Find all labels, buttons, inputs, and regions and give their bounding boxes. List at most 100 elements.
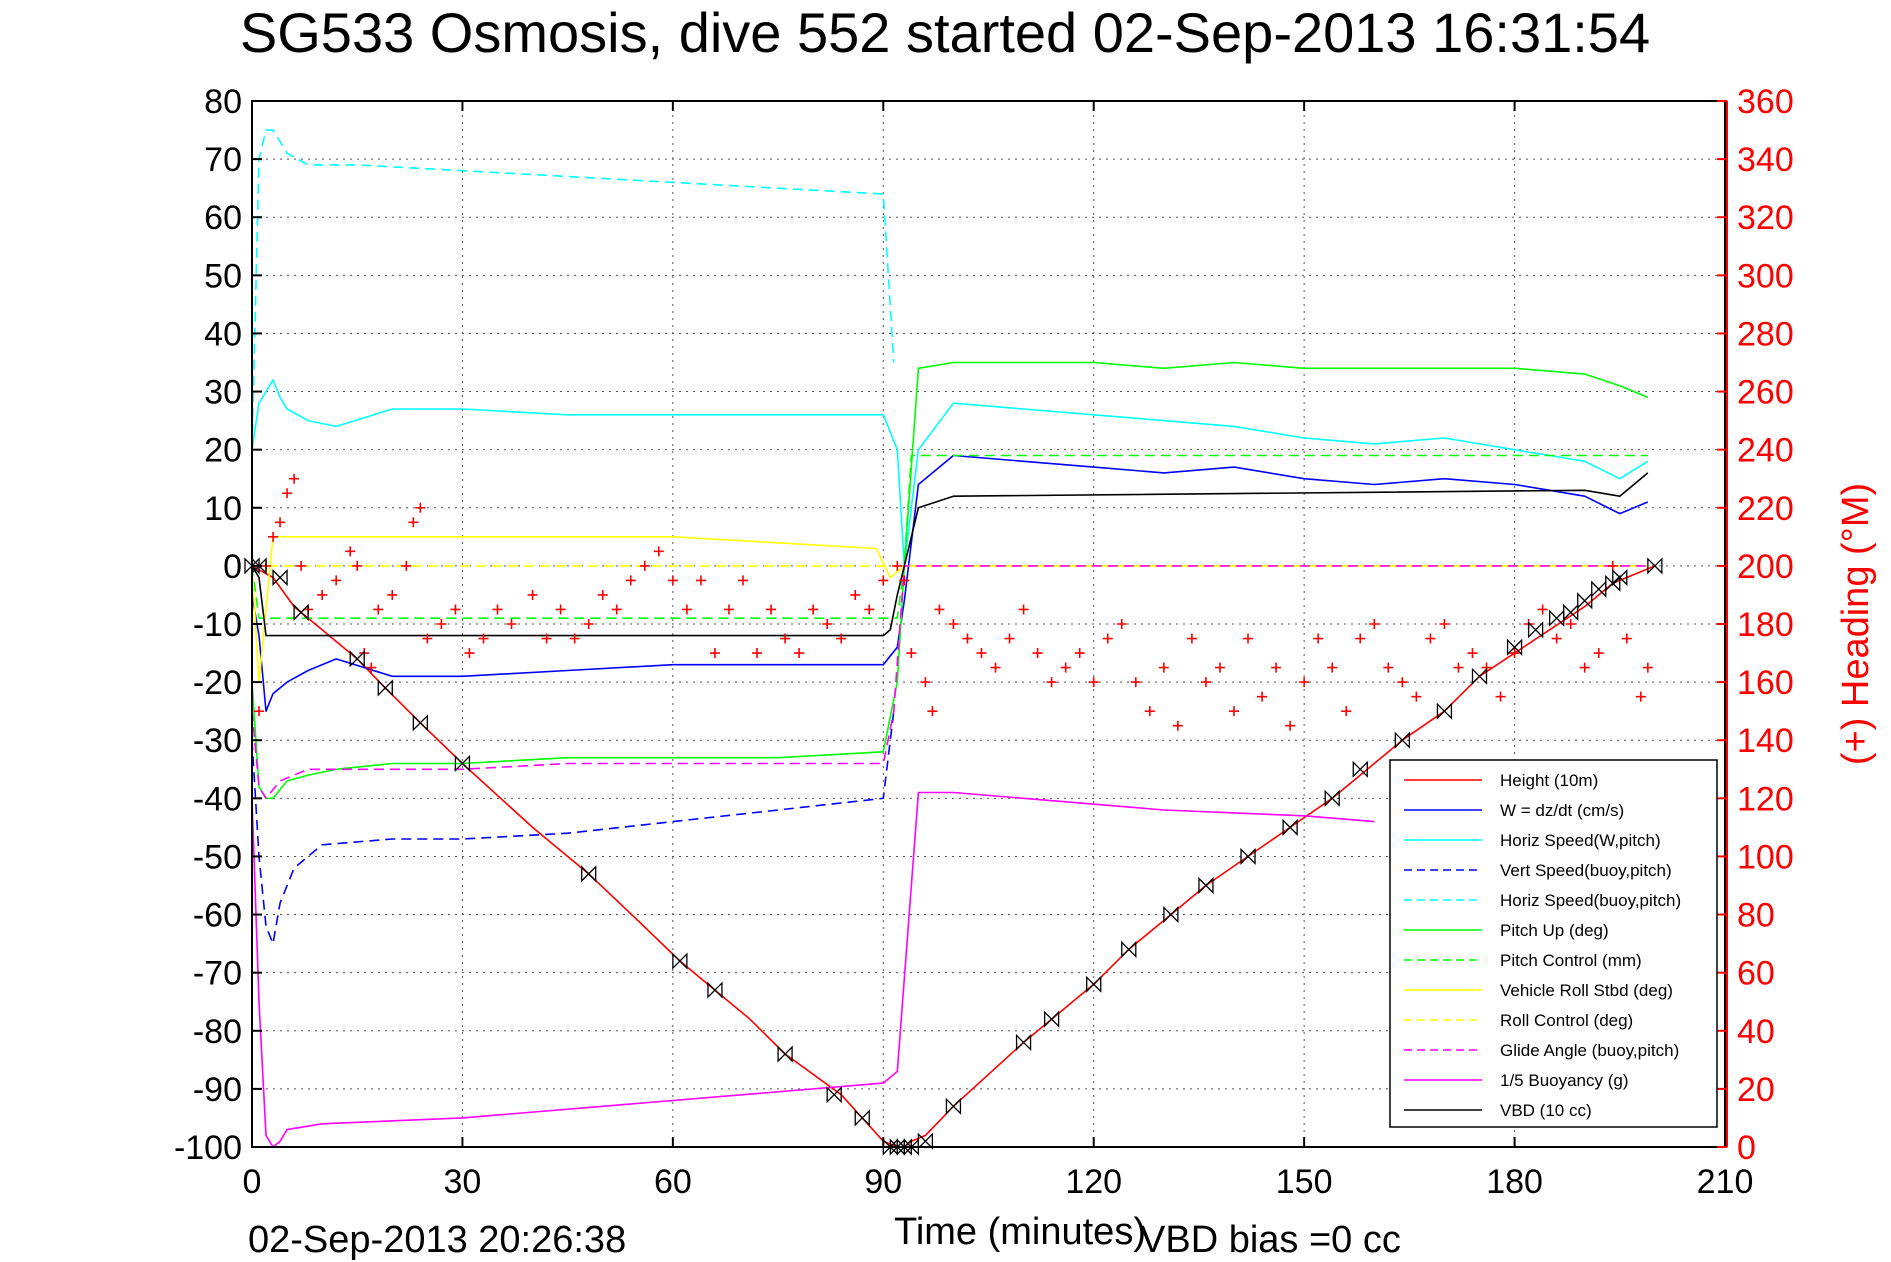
legend-label: Vert Speed(buoy,pitch) <box>1500 861 1672 880</box>
depth-marker <box>244 557 260 575</box>
heading-marker <box>254 706 265 717</box>
heading-marker <box>527 589 538 600</box>
y-tick-label-left: -40 <box>193 780 242 818</box>
y-tick-label-right: 0 <box>1737 1129 1756 1167</box>
depth-marker <box>581 865 597 883</box>
heading-marker <box>1425 633 1436 644</box>
heading-marker <box>345 546 356 557</box>
series-line-3 <box>251 711 895 945</box>
depth-marker <box>896 1138 912 1156</box>
x-tick-label: 30 <box>444 1163 482 1201</box>
heading-marker <box>331 575 342 586</box>
x-tick-label: 0 <box>243 1163 262 1201</box>
heading-marker <box>1271 662 1282 673</box>
depth-marker <box>1282 818 1298 836</box>
heading-marker <box>611 604 622 615</box>
y-tick-label-right: 20 <box>1737 1071 1775 1109</box>
y-tick-label-right: 60 <box>1737 955 1775 993</box>
heading-marker <box>1439 619 1450 629</box>
depth-marker <box>1015 1033 1032 1051</box>
heading-marker <box>1565 619 1576 629</box>
heading-marker <box>317 589 328 600</box>
x-tick-label: 90 <box>864 1163 902 1201</box>
y-tick-label-left: -100 <box>174 1129 242 1167</box>
y-tick-label-left: 30 <box>204 374 242 412</box>
right-axis-label: (+) Heading (°M) <box>1835 483 1877 765</box>
series-line-6 <box>251 454 1648 620</box>
heading-marker <box>639 560 650 571</box>
series-line-9 <box>251 565 1648 800</box>
heading-marker <box>1537 604 1548 615</box>
depth-marker <box>1324 789 1340 807</box>
footer-timestamp: 02-Sep-2013 20:26:38 <box>248 1219 626 1261</box>
heading-marker <box>1116 619 1127 629</box>
y-tick-label-right: 120 <box>1737 780 1794 818</box>
heading-marker <box>1158 662 1169 673</box>
heading-marker <box>436 619 447 629</box>
heading-marker <box>653 546 664 557</box>
y-tick-label-left: -90 <box>193 1071 242 1109</box>
y-tick-label-left: 10 <box>204 490 242 528</box>
y-tick-label-right: 200 <box>1737 548 1794 586</box>
legend-label: 1/5 Buoyancy (g) <box>1500 1071 1629 1090</box>
y-tick-label-right: 260 <box>1737 374 1794 412</box>
heading-marker <box>1579 662 1590 673</box>
depth-marker <box>272 568 288 587</box>
heading-marker <box>962 633 973 644</box>
heading-marker <box>1186 633 1197 644</box>
series-line-11 <box>251 472 1649 637</box>
depth-marker <box>672 952 688 970</box>
depth-marker <box>1121 940 1137 958</box>
heading-marker <box>1621 633 1632 644</box>
heading-marker <box>366 662 377 673</box>
y-tick-label-right: 80 <box>1737 897 1775 935</box>
heading-marker <box>569 633 580 644</box>
heading-marker <box>836 633 847 644</box>
heading-marker <box>506 619 517 629</box>
heading-marker <box>583 619 594 629</box>
heading-marker <box>822 619 833 629</box>
y-tick-label-right: 240 <box>1737 432 1794 470</box>
heading-marker <box>1018 604 1029 615</box>
heading-marker <box>1243 633 1254 644</box>
heading-marker <box>1635 691 1646 702</box>
heading-marker <box>1467 648 1478 659</box>
depth-marker <box>1240 847 1256 866</box>
heading-marker <box>948 619 959 629</box>
legend-label: Horiz Speed(W,pitch) <box>1500 831 1661 850</box>
depth-marker <box>1086 975 1102 993</box>
depth-marker <box>1527 621 1544 639</box>
heading-marker <box>289 473 300 484</box>
heading-marker <box>976 648 987 659</box>
heading-marker <box>766 604 777 615</box>
y-tick-label-left: -20 <box>193 664 242 702</box>
y-tick-label-right: 40 <box>1737 1013 1775 1051</box>
y-tick-label-right: 220 <box>1737 490 1794 528</box>
depth-marker <box>1043 1010 1060 1028</box>
heading-marker <box>415 502 426 513</box>
heading-marker <box>282 488 293 499</box>
heading-marker <box>892 560 903 571</box>
heading-marker <box>1046 677 1057 688</box>
legend-label: Height (10m) <box>1500 771 1598 790</box>
heading-marker <box>1327 662 1338 673</box>
axis-layer: 0 30 60 90 120 150 180 21080706050403020100-10-… <box>174 83 1794 1201</box>
heading-marker <box>492 604 503 615</box>
y-tick-label-left: 80 <box>204 83 242 121</box>
x-tick-label: 210 <box>1697 1163 1754 1201</box>
heading-marker <box>667 575 678 586</box>
depth-marker <box>707 981 723 999</box>
heading-marker <box>1130 677 1141 688</box>
series-line-5 <box>251 361 1649 800</box>
y-tick-label-right: 160 <box>1737 664 1794 702</box>
heading-marker <box>723 604 734 615</box>
legend-label: VBD (10 cc) <box>1500 1101 1592 1120</box>
series-line-2 <box>251 379 1649 567</box>
depth-marker <box>1471 667 1488 685</box>
y-tick-label-left: 0 <box>223 548 242 586</box>
depth-marker <box>917 1132 934 1150</box>
heading-marker <box>681 604 692 615</box>
series-line-4 <box>251 129 895 450</box>
legend-label: Pitch Up (deg) <box>1500 921 1609 940</box>
